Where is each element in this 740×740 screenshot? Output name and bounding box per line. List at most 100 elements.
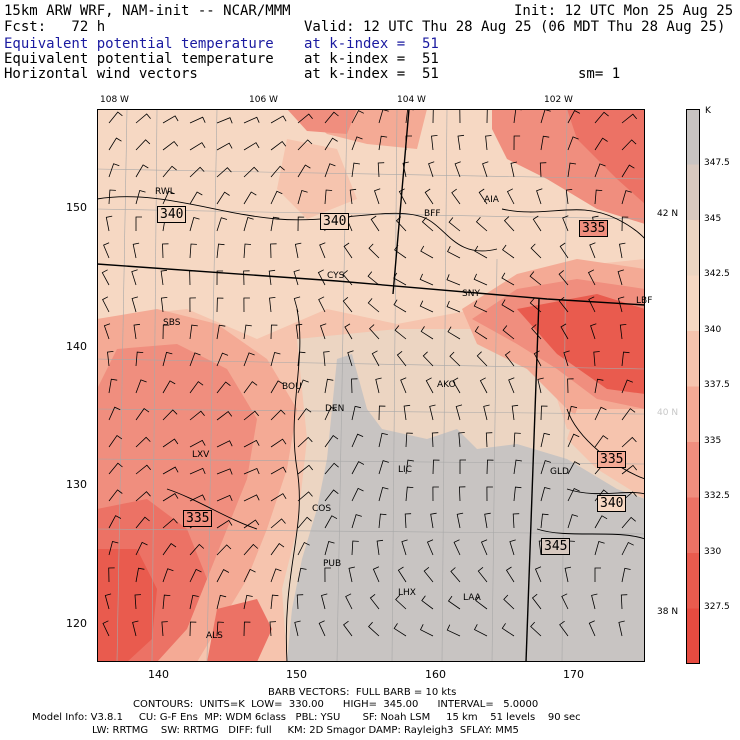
wind-barb [369,593,380,610]
wind-barb [529,271,542,286]
lon-label-102w: 102 W [544,95,573,105]
wind-barb [567,162,577,178]
wind-barb [324,567,331,583]
colorbar-swatch [686,220,700,276]
wind-barb [189,217,200,232]
wind-barb [189,324,198,340]
wind-barb [532,215,542,232]
wind-barb [621,113,638,124]
city-sbs: SBS [163,318,181,328]
colorbar-swatch [686,442,700,498]
wind-barb [559,242,569,259]
colorbar-swatch [686,553,700,609]
wind-barb [270,518,286,529]
wind-barb [474,245,488,259]
wind-barb [216,621,224,637]
wind-barb [297,164,311,178]
wind-barb [216,270,224,286]
wind-barb [243,217,254,232]
wind-barb [189,543,205,556]
wind-barb [216,440,233,448]
wind-barb [393,299,407,313]
wind-barb [162,115,179,124]
wind-barb [243,352,255,367]
wind-barb [105,215,113,232]
field-3-name: Horizontal wind vectors [4,66,198,82]
wind-barb [510,161,517,178]
wind-barb [367,271,380,286]
wind-barb [189,621,197,637]
wind-barb [431,432,439,448]
wind-barb [243,297,250,313]
wind-barb [397,566,407,583]
wind-barb [216,381,231,394]
wind-barb [594,189,603,205]
wind-barb [426,539,434,556]
wind-barb [243,243,252,259]
wind-barb [529,298,542,313]
wind-barb [243,519,260,529]
wind-barb [448,217,461,232]
wind-barb [621,216,629,232]
wind-barb [216,167,232,178]
wind-barb [294,242,302,259]
contour-label: 335 [183,510,213,527]
wind-barb [450,567,461,583]
colorbar-label: 327.5 [704,602,730,612]
wind-barb [486,486,493,502]
wind-barb [162,438,179,448]
wind-barb [506,188,515,205]
wind-barb [446,300,461,313]
wind-barb [588,620,596,637]
wind-barb [373,188,381,205]
wind-barb [293,269,300,286]
wind-barb [511,404,519,421]
colorbar-label: 342.5 [704,269,730,279]
wind-barb [621,567,631,583]
city-cys: CYS [327,271,345,281]
wind-barb [486,109,494,124]
wind-barb [269,621,277,637]
wind-barb [162,140,179,151]
wind-barb [108,567,115,583]
wind-barb [618,620,625,637]
wind-barb [135,567,145,583]
field-1-level: at k-index = 51 [304,36,439,52]
wind-barb [189,297,196,313]
wind-barb [394,325,407,340]
wind-barb [458,486,466,502]
wind-barb [102,296,110,313]
wind-barb [377,162,385,178]
wind-barb [375,377,382,394]
wind-barb [420,326,434,340]
wind-barb [189,410,205,421]
city-lhx: LHX [398,588,416,598]
city-bou: BOU [282,382,302,392]
wind-barb [270,115,287,124]
wind-barb [270,243,277,259]
wind-barb [162,493,179,502]
wind-barb [482,161,489,178]
wind-barb [323,351,330,367]
wind-barb [621,351,630,367]
wind-barb [189,270,196,286]
wind-barb [620,594,628,610]
wind-barb [324,111,339,124]
wind-barb [371,350,380,367]
wind-barb [501,623,515,637]
wind-barb [243,270,250,286]
wind-barb [539,162,547,178]
wind-barb [369,324,380,340]
wind-barb [351,162,360,178]
colorbar-swatch [686,331,700,387]
wind-barb [395,594,407,610]
model-title: 15km ARW WRF, NAM-init -- NCAR/MMM [4,3,291,19]
wind-barb [378,460,389,475]
wind-barb [513,486,522,502]
wind-barb [162,351,173,367]
wind-barb [456,512,464,529]
wind-barb [485,135,492,151]
wind-barb [502,244,515,259]
wind-barb [216,544,232,556]
wind-barb [430,512,437,529]
